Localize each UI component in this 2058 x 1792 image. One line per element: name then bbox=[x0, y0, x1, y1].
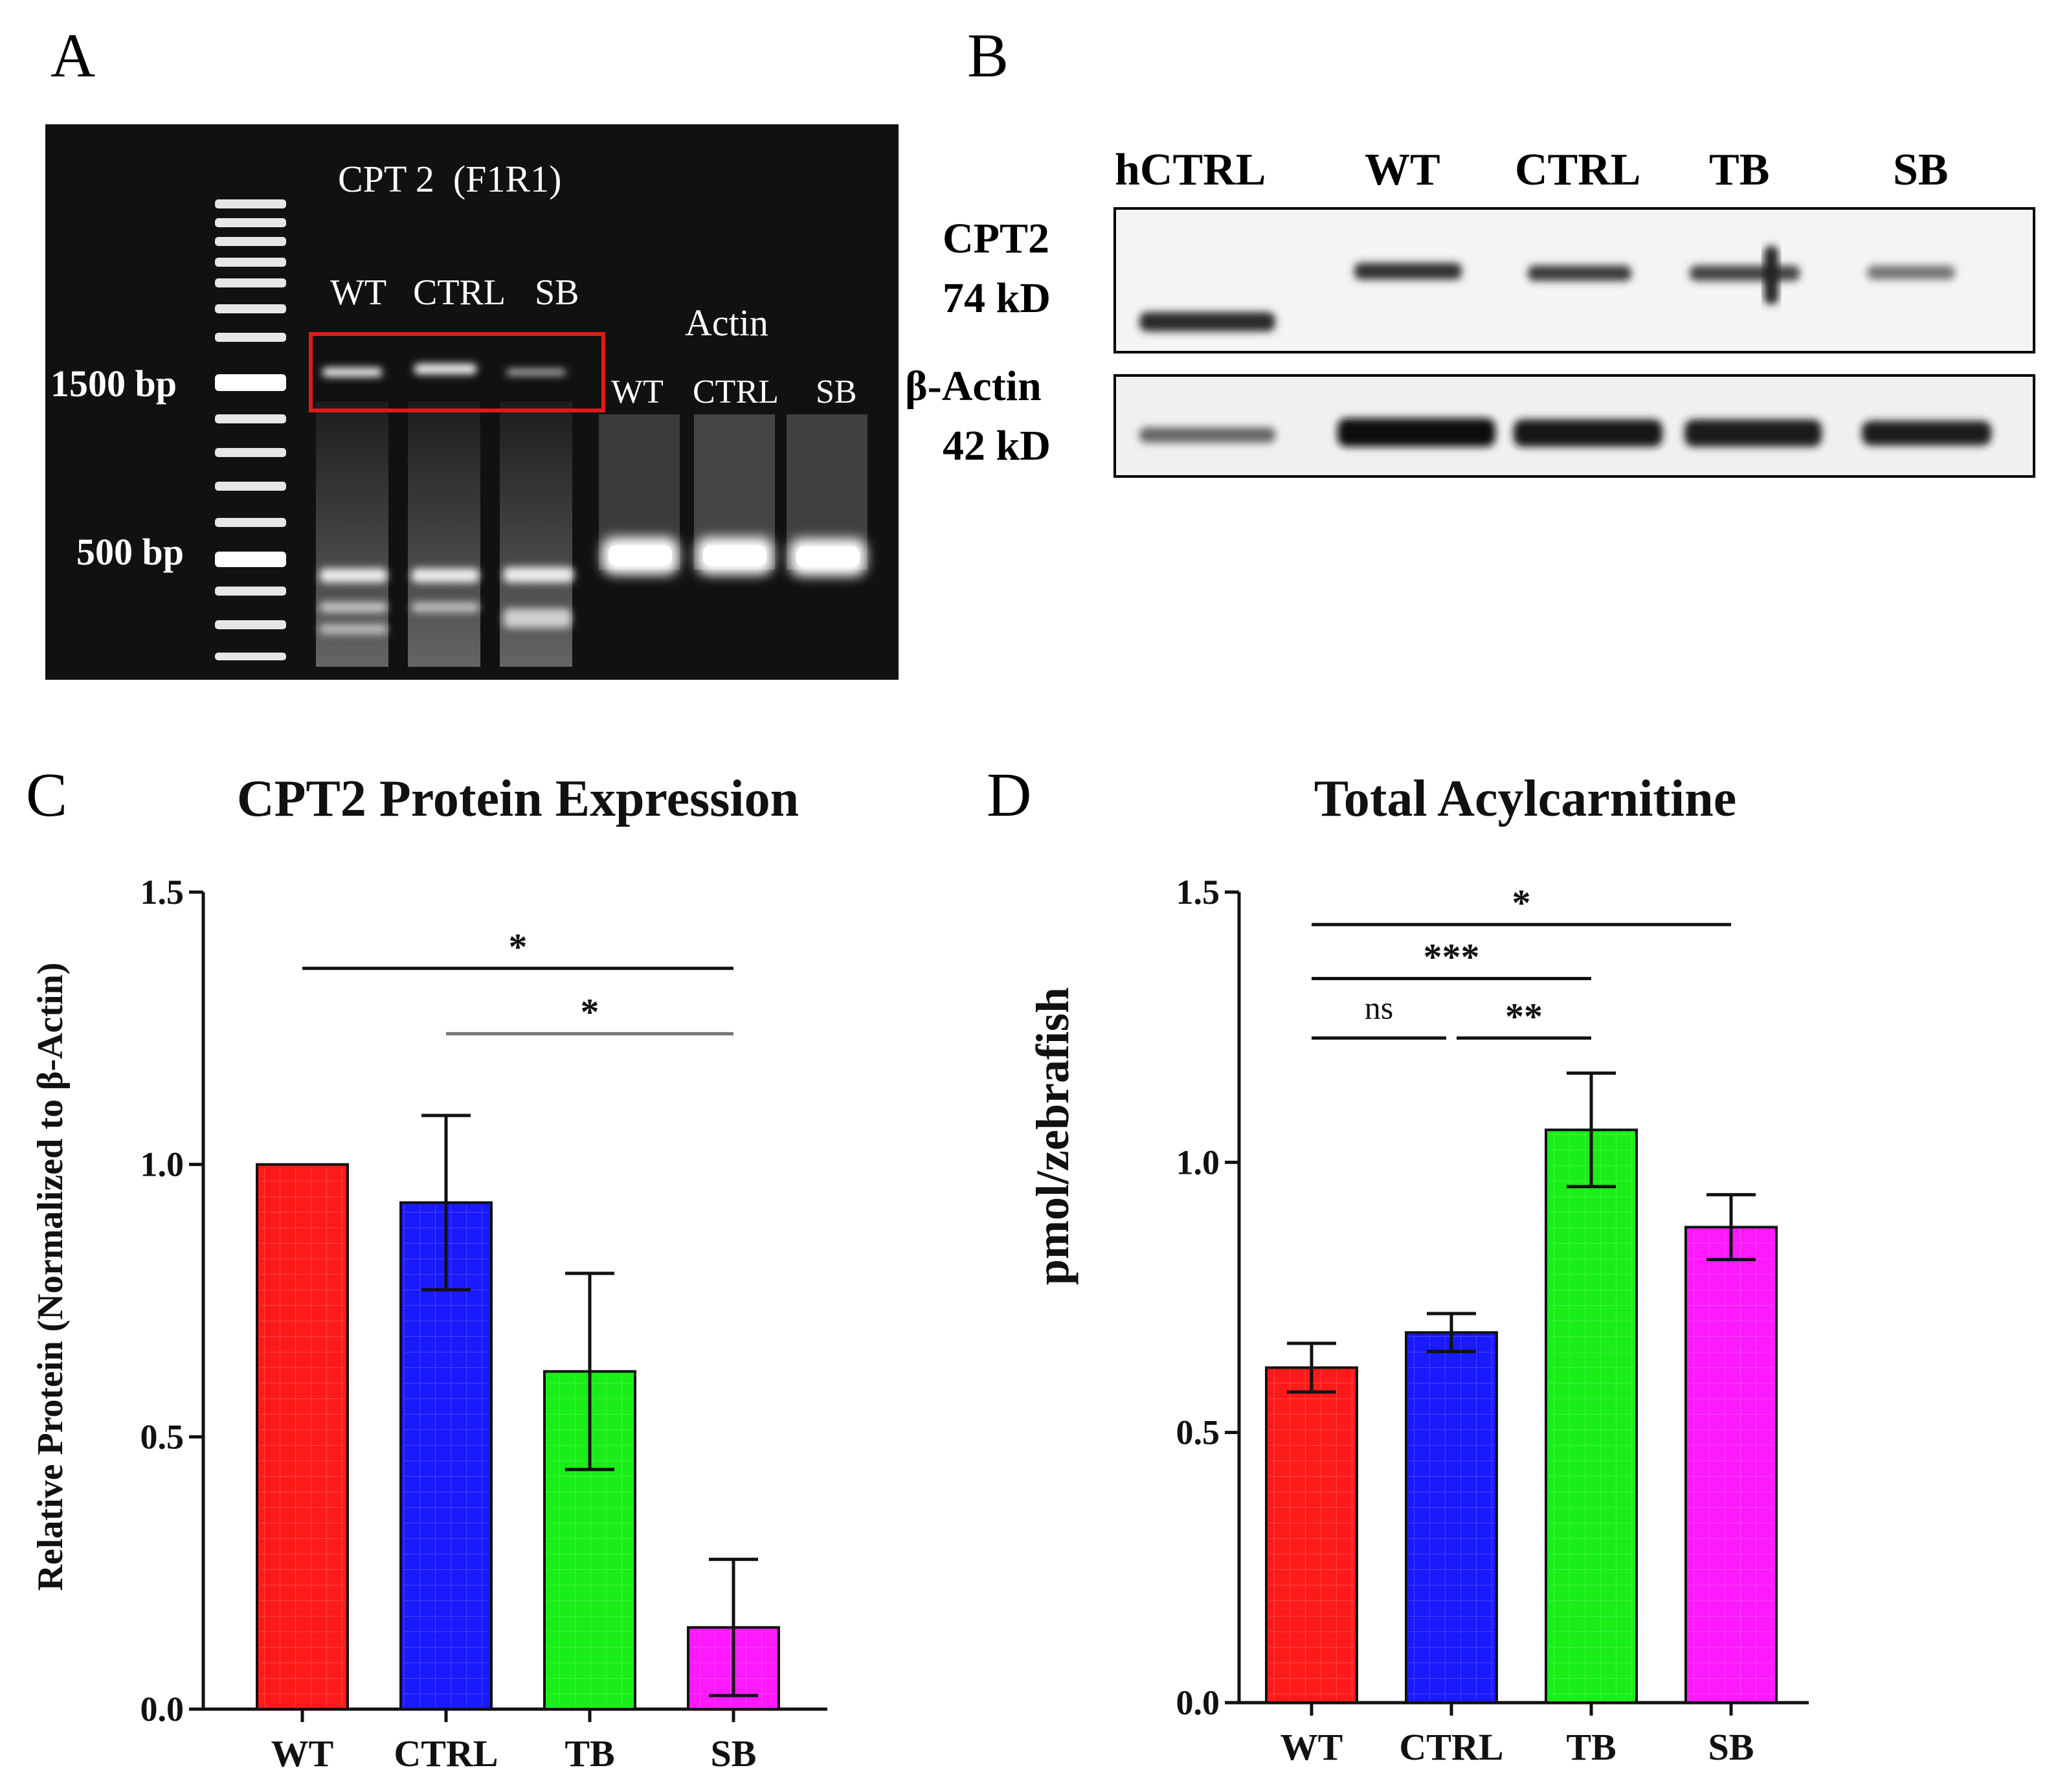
category-label: TB bbox=[1566, 1726, 1616, 1768]
chart-title: Total Acylcarnitine bbox=[1314, 770, 1737, 827]
y-tick-label: 0.5 bbox=[140, 1417, 185, 1456]
y-tick-label: 1.5 bbox=[140, 873, 185, 912]
panel-a-letter: A bbox=[50, 21, 95, 90]
gel-lane-label: WT bbox=[330, 273, 386, 313]
significance-label: * bbox=[581, 991, 599, 1033]
actin-kd-label: 42 kD bbox=[943, 422, 1051, 469]
actin-pcr-bands bbox=[602, 537, 866, 576]
cpt2-blot-label: CPT2 bbox=[943, 215, 1049, 262]
gel-lane-label: SB bbox=[535, 273, 579, 313]
panel-b: B hCTRL WT CTRL TB SB CPT2 74 kD β-Actin… bbox=[905, 21, 2035, 478]
wb-lane-label: TB bbox=[1709, 145, 1769, 195]
wb-lane-label: CTRL bbox=[1515, 145, 1640, 195]
lower-pcr-bands bbox=[320, 567, 574, 634]
cpt2-pcr-bands bbox=[322, 364, 566, 377]
panel-c: C CPT2 Protein Expression Relative Prote… bbox=[26, 760, 827, 1775]
category-label: CTRL bbox=[394, 1732, 498, 1775]
significance-label: ns bbox=[1365, 989, 1393, 1025]
y-tick-label: 0.0 bbox=[1176, 1683, 1220, 1722]
category-label: WT bbox=[271, 1732, 334, 1775]
dna-ladder bbox=[215, 199, 286, 660]
gel-title: CPT 2 (F1R1) bbox=[338, 158, 561, 200]
highlight-box bbox=[309, 332, 605, 412]
y-tick-label: 1.0 bbox=[1176, 1143, 1220, 1182]
marker-1500-label: 1500 bp bbox=[50, 363, 177, 405]
bar-texture bbox=[260, 1167, 345, 1707]
wb-lane-label: SB bbox=[1893, 145, 1949, 195]
gel-lane-label: CTRL bbox=[693, 374, 779, 410]
chart-plot-area: 0.00.51.01.5WT CTRL TB SB****ns ** bbox=[1176, 873, 1809, 1768]
panel-c-letter: C bbox=[26, 760, 67, 829]
bar-texture bbox=[1549, 1132, 1634, 1700]
category-label: SB bbox=[1708, 1726, 1754, 1768]
significance-label: ** bbox=[1505, 995, 1543, 1037]
bar-texture bbox=[1688, 1229, 1774, 1700]
panel-a: A bbox=[45, 21, 899, 680]
gel-lane-label: WT bbox=[611, 374, 664, 410]
actin-blot-label: β-Actin bbox=[905, 363, 1042, 410]
cpt2-bands bbox=[1139, 246, 1955, 331]
gel-actin-title: Actin bbox=[685, 302, 768, 344]
gel-lane-label: CTRL bbox=[413, 273, 506, 313]
bar-texture bbox=[1409, 1335, 1494, 1700]
marker-500-label: 500 bp bbox=[76, 531, 184, 573]
chart-title: CPT2 Protein Expression bbox=[237, 770, 799, 827]
significance-label: *** bbox=[1424, 936, 1480, 978]
panel-d: D Total Acylcarnitine pmol/zebrafish 0.0… bbox=[987, 760, 1809, 1768]
y-axis-label: Relative Protein (Normalized to β-Actin) bbox=[30, 963, 71, 1591]
category-label: WT bbox=[1281, 1726, 1343, 1768]
y-tick-label: 1.0 bbox=[140, 1145, 185, 1184]
actin-bands bbox=[1139, 418, 1991, 447]
y-tick-label: 1.5 bbox=[1176, 873, 1220, 912]
cpt2-kd-label: 74 kD bbox=[943, 274, 1051, 322]
panel-d-letter: D bbox=[987, 760, 1031, 829]
category-label: TB bbox=[565, 1732, 614, 1775]
wb-lane-label: hCTRL bbox=[1115, 145, 1266, 195]
y-tick-label: 0.5 bbox=[1176, 1413, 1220, 1452]
chart-plot-area: 0.0 0.5 1.0 1.5 WT CTRL TB SB * * bbox=[140, 873, 827, 1775]
significance-label: * bbox=[1512, 882, 1531, 924]
category-label: CTRL bbox=[1399, 1726, 1503, 1768]
panel-b-letter: B bbox=[967, 21, 1009, 90]
wb-lane-label: WT bbox=[1365, 145, 1440, 195]
bar-texture bbox=[1269, 1370, 1354, 1700]
y-axis-label: pmol/zebrafish bbox=[1027, 987, 1079, 1285]
significance-label: * bbox=[509, 926, 528, 968]
category-label: SB bbox=[711, 1732, 757, 1775]
y-tick-label: 0.0 bbox=[140, 1690, 185, 1729]
gel-lane-label: SB bbox=[816, 374, 857, 410]
